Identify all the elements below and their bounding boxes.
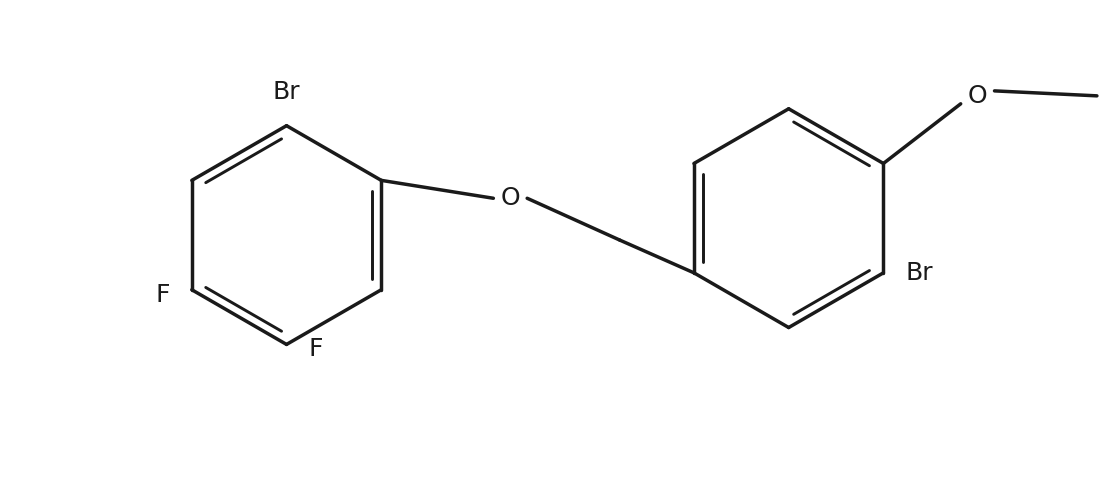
- Text: Br: Br: [273, 80, 301, 104]
- Text: Br: Br: [905, 261, 933, 285]
- Text: O: O: [501, 186, 520, 210]
- Text: F: F: [156, 283, 170, 307]
- Text: F: F: [308, 338, 323, 362]
- Text: O: O: [968, 84, 987, 108]
